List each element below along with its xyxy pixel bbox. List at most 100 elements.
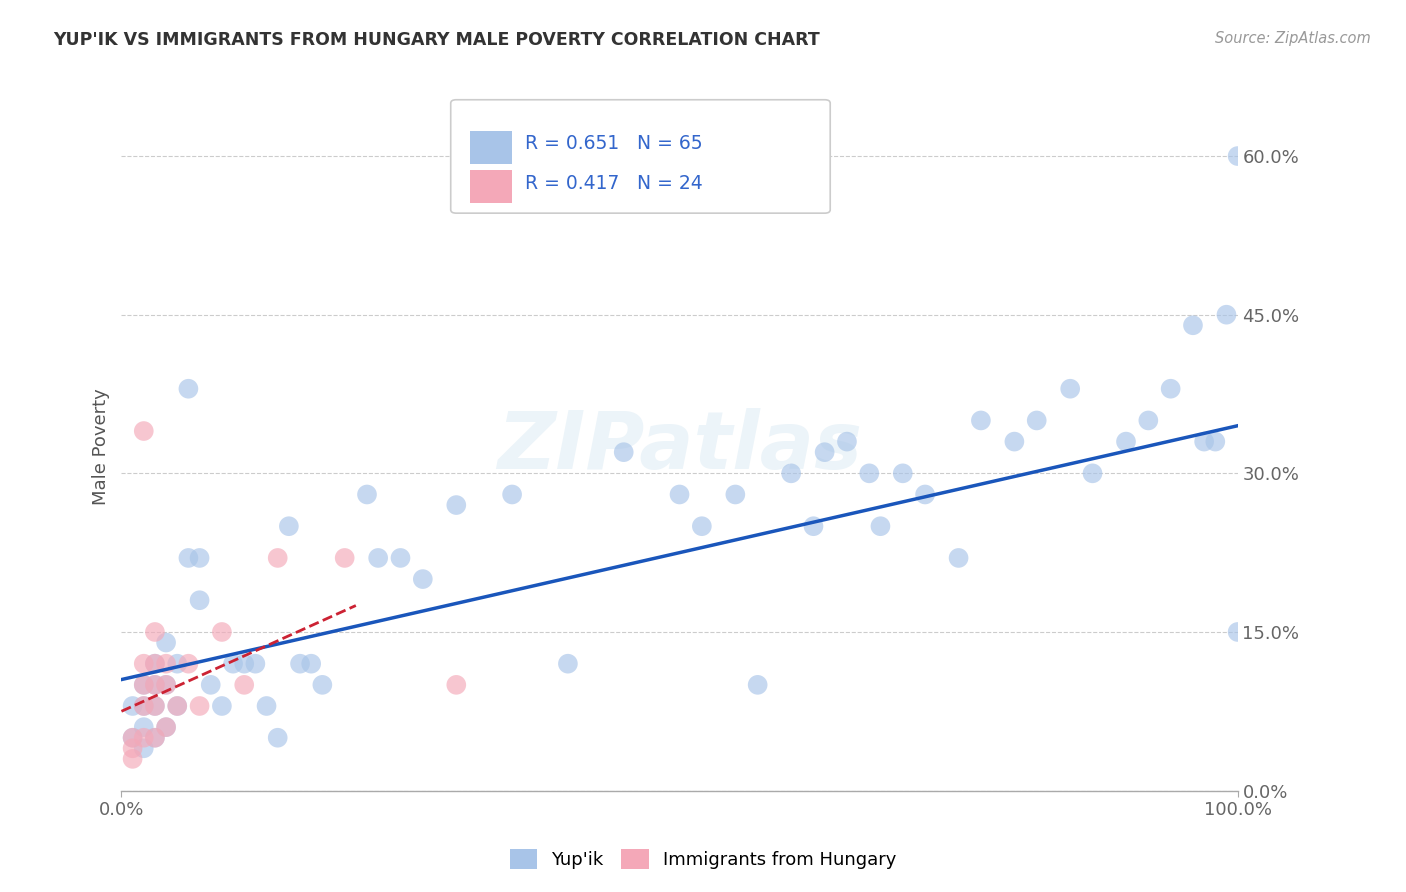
Point bbox=[267, 731, 290, 745]
Point bbox=[132, 424, 155, 438]
Point bbox=[143, 657, 166, 671]
Point bbox=[143, 678, 166, 692]
FancyBboxPatch shape bbox=[470, 169, 512, 202]
Point bbox=[1226, 624, 1249, 639]
Point bbox=[143, 678, 166, 692]
Point bbox=[132, 698, 155, 713]
Point bbox=[724, 487, 747, 501]
Point bbox=[211, 624, 233, 639]
Point bbox=[143, 624, 166, 639]
Point bbox=[1002, 434, 1025, 449]
Point bbox=[166, 698, 188, 713]
Point bbox=[613, 445, 636, 459]
Point bbox=[299, 657, 322, 671]
Point bbox=[155, 678, 177, 692]
Text: YUP'IK VS IMMIGRANTS FROM HUNGARY MALE POVERTY CORRELATION CHART: YUP'IK VS IMMIGRANTS FROM HUNGARY MALE P… bbox=[53, 31, 820, 49]
Point bbox=[948, 550, 970, 565]
Point bbox=[155, 720, 177, 734]
Text: Source: ZipAtlas.com: Source: ZipAtlas.com bbox=[1215, 31, 1371, 46]
Point bbox=[233, 657, 256, 671]
Point bbox=[557, 657, 579, 671]
Point bbox=[200, 678, 222, 692]
Point bbox=[367, 550, 389, 565]
Point bbox=[1192, 434, 1215, 449]
Point bbox=[814, 445, 837, 459]
Point bbox=[311, 678, 333, 692]
Text: N = 65: N = 65 bbox=[637, 134, 703, 153]
Point bbox=[1137, 413, 1160, 427]
Point bbox=[1215, 308, 1237, 322]
Point bbox=[1160, 382, 1182, 396]
Point bbox=[970, 413, 993, 427]
Point bbox=[256, 698, 278, 713]
Point bbox=[267, 550, 290, 565]
Point bbox=[780, 467, 803, 481]
Point bbox=[143, 731, 166, 745]
Point bbox=[177, 382, 200, 396]
Point bbox=[222, 657, 245, 671]
Point bbox=[132, 678, 155, 692]
Point bbox=[288, 657, 311, 671]
Point bbox=[1181, 318, 1204, 333]
Point bbox=[177, 657, 200, 671]
Point bbox=[143, 698, 166, 713]
Point bbox=[121, 731, 143, 745]
Point bbox=[501, 487, 523, 501]
Point bbox=[747, 678, 769, 692]
Point bbox=[1226, 149, 1249, 163]
Point bbox=[356, 487, 378, 501]
Point bbox=[132, 731, 155, 745]
Point bbox=[155, 720, 177, 734]
Point bbox=[132, 741, 155, 756]
Point bbox=[233, 678, 256, 692]
Text: R = 0.651: R = 0.651 bbox=[526, 134, 620, 153]
Point bbox=[166, 698, 188, 713]
Point bbox=[121, 741, 143, 756]
Point bbox=[177, 550, 200, 565]
Point bbox=[412, 572, 434, 586]
Point bbox=[132, 698, 155, 713]
Point bbox=[245, 657, 267, 671]
Point bbox=[446, 678, 468, 692]
Point bbox=[121, 698, 143, 713]
Point bbox=[188, 550, 211, 565]
FancyBboxPatch shape bbox=[470, 131, 512, 164]
Point bbox=[1025, 413, 1047, 427]
Point bbox=[155, 635, 177, 649]
Point bbox=[121, 752, 143, 766]
Point bbox=[891, 467, 914, 481]
Point bbox=[389, 550, 412, 565]
Point bbox=[132, 657, 155, 671]
Point bbox=[668, 487, 690, 501]
Point bbox=[132, 678, 155, 692]
Legend: Yup'ik, Immigrants from Hungary: Yup'ik, Immigrants from Hungary bbox=[501, 839, 905, 879]
Point bbox=[333, 550, 356, 565]
Point bbox=[188, 698, 211, 713]
Point bbox=[803, 519, 825, 533]
Point bbox=[690, 519, 713, 533]
Point bbox=[143, 657, 166, 671]
Point bbox=[835, 434, 858, 449]
Point bbox=[211, 698, 233, 713]
Point bbox=[446, 498, 468, 512]
Point bbox=[155, 678, 177, 692]
Point bbox=[132, 720, 155, 734]
Point bbox=[1081, 467, 1104, 481]
Point bbox=[121, 731, 143, 745]
Text: N = 24: N = 24 bbox=[637, 174, 703, 193]
Point bbox=[1115, 434, 1137, 449]
Text: R = 0.417: R = 0.417 bbox=[526, 174, 620, 193]
FancyBboxPatch shape bbox=[451, 100, 830, 213]
Point bbox=[914, 487, 936, 501]
Point bbox=[155, 657, 177, 671]
Point bbox=[869, 519, 891, 533]
Point bbox=[1204, 434, 1226, 449]
Text: ZIPatlas: ZIPatlas bbox=[498, 408, 862, 486]
Point bbox=[188, 593, 211, 607]
Point bbox=[143, 698, 166, 713]
Point bbox=[143, 731, 166, 745]
Y-axis label: Male Poverty: Male Poverty bbox=[93, 389, 110, 505]
Point bbox=[1059, 382, 1081, 396]
Point bbox=[166, 657, 188, 671]
Point bbox=[277, 519, 299, 533]
